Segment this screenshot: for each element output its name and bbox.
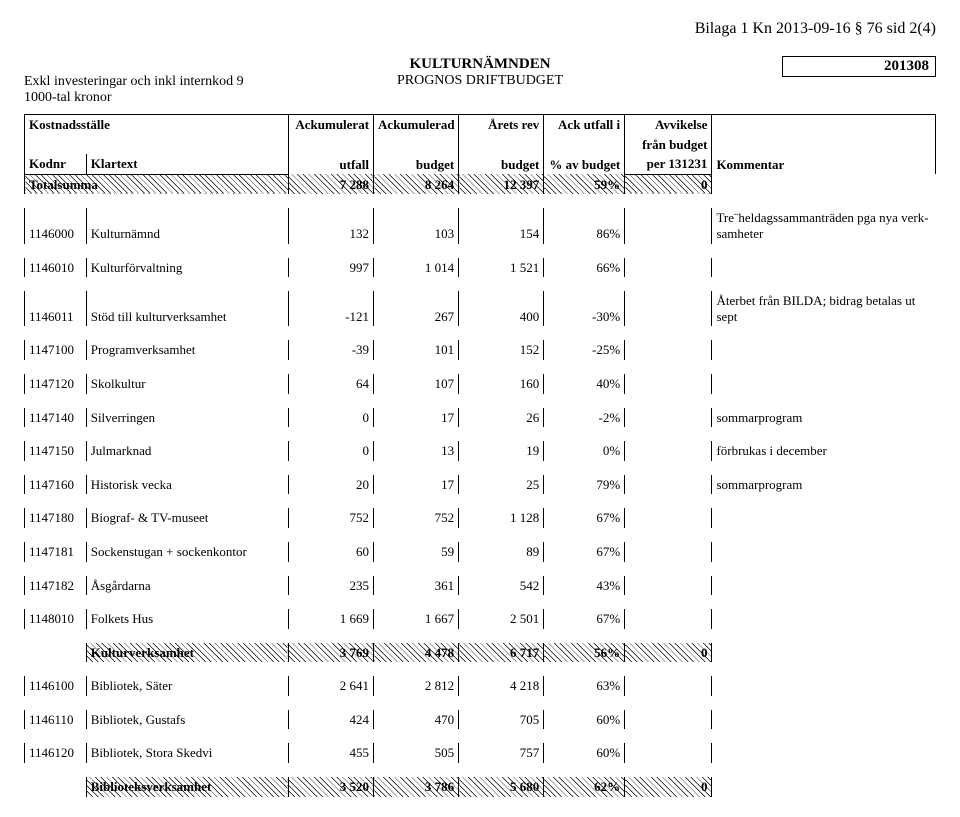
summary-row: Totalsumma7 2888 26412 39759%0 — [25, 174, 936, 194]
th-kostnadsstalle: Kostnadsställe — [25, 115, 289, 135]
page-header: Bilaga 1 Kn 2013-09-16 § 76 sid 2(4) — [24, 20, 936, 38]
budget-table: Kostnadsställe Ackumulerat Ackumulerad Å… — [24, 114, 936, 797]
table-row: 1147180Biograf- & TV-museet7527521 12867… — [25, 508, 936, 528]
th-arets-1: Årets rev — [459, 115, 544, 135]
th-avv-1: Avvikelse — [625, 115, 712, 135]
table-row: 1148010Folkets Hus1 6691 6672 50167% — [25, 609, 936, 629]
th-kodnr: Kodnr — [25, 154, 87, 174]
table-row: 1146010Kulturförvaltning9971 0141 52166% — [25, 258, 936, 278]
meta-line-1: Exkl investeringar och inkl internkod 9 — [24, 74, 328, 90]
table-row: 1147182Åsgårdarna23536154243% — [25, 576, 936, 596]
th-klartext: Klartext — [86, 154, 288, 174]
th-avv-3: per 131231 — [625, 154, 712, 174]
table-row: 1147150Julmarknad013190%förbrukas i dece… — [25, 441, 936, 461]
th-ack-budget-1: Ackumulerad — [374, 115, 459, 135]
table-row: 1146100Bibliotek, Säter2 6412 8124 21863… — [25, 676, 936, 696]
doc-subtitle: PROGNOS DRIFTBUDGET — [328, 73, 632, 89]
th-ack-pct-2: % av budget — [544, 135, 625, 175]
doc-title: KULTURNÄMNDEN — [328, 56, 632, 73]
th-ack-budget-2: budget — [374, 135, 459, 175]
table-row: 1147181Sockenstugan + sockenkontor605989… — [25, 542, 936, 562]
summary-row: Biblioteksverksamhet3 5203 7865 68062%0 — [25, 777, 936, 797]
table-row: 1147100Programverksamhet-39101152-25% — [25, 340, 936, 360]
table-row: 1147140Silverringen01726-2%sommarprogram — [25, 408, 936, 428]
meta-line-2: 1000-tal kronor — [24, 90, 328, 106]
table-row: 1146000Kulturnämnd13210315486%Tre¨heldag… — [25, 208, 936, 243]
table-row: 1146120Bibliotek, Stora Skedvi4555057576… — [25, 743, 936, 763]
th-avv-2: från budget — [625, 135, 712, 155]
th-kommentar: Kommentar — [712, 135, 936, 175]
th-ack-pct-1: Ack utfall i — [544, 115, 625, 135]
th-ack-utfall-2: utfall — [288, 135, 373, 175]
period-box: 201308 — [782, 56, 936, 77]
table-row: 1146011Stöd till kulturverksamhet-121267… — [25, 291, 936, 326]
th-arets-2: budget — [459, 135, 544, 175]
table-row: 1147120Skolkultur6410716040% — [25, 374, 936, 394]
summary-row: Kulturverksamhet3 7694 4786 71756%0 — [25, 643, 936, 663]
table-row: 1146110Bibliotek, Gustafs42447070560% — [25, 710, 936, 730]
th-ack-utfall-1: Ackumulerat — [288, 115, 373, 135]
table-row: 1147160Historisk vecka20172579%sommarpro… — [25, 475, 936, 495]
